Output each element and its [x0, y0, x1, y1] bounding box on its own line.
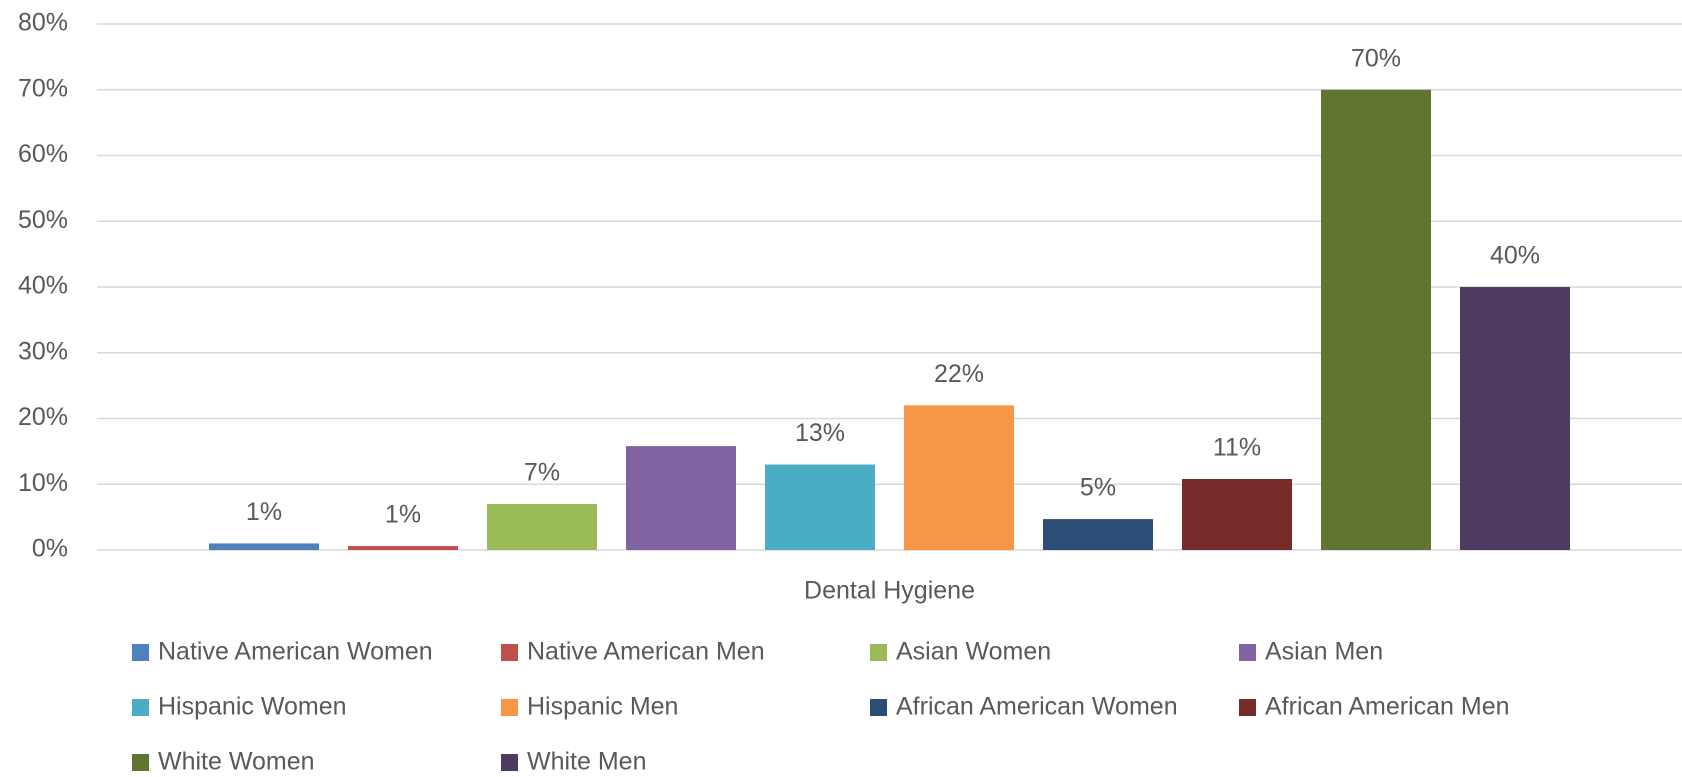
legend-swatch [501, 644, 518, 661]
legend-label: Hispanic Women [158, 693, 347, 721]
legend-label: African American Women [896, 693, 1178, 721]
data-label: 7% [524, 459, 560, 487]
bar [1460, 287, 1570, 550]
y-tick-label: 60% [18, 140, 68, 168]
y-tick-label: 20% [18, 403, 68, 431]
y-tick-label: 10% [18, 469, 68, 497]
legend-label: Native American Men [527, 638, 765, 666]
x-tick-label: Dental Hygiene [804, 577, 975, 605]
legend-swatch [132, 699, 149, 716]
data-label: 1% [385, 501, 421, 529]
bar [904, 405, 1014, 550]
legend-swatch [132, 754, 149, 771]
legend-label: Asian Men [1265, 638, 1383, 666]
data-label: 40% [1490, 242, 1540, 270]
bar [1043, 519, 1153, 550]
data-label: 5% [1080, 474, 1116, 502]
data-label: 22% [934, 360, 984, 388]
bar [1182, 478, 1292, 550]
legend-label: African American Men [1265, 693, 1510, 721]
data-label: 70% [1351, 44, 1401, 72]
bar [487, 503, 597, 550]
bar [209, 543, 319, 550]
bar [765, 464, 875, 550]
legend-label: Native American Women [158, 638, 433, 666]
y-tick-label: 70% [18, 74, 68, 102]
legend-label: White Women [158, 748, 315, 776]
bar [1321, 89, 1431, 550]
legend-swatch [501, 699, 518, 716]
bar [626, 446, 736, 550]
data-label: 1% [246, 498, 282, 526]
y-tick-label: 50% [18, 206, 68, 234]
y-tick-label: 30% [18, 337, 68, 365]
legend-label: Asian Women [896, 638, 1051, 666]
y-tick-label: 40% [18, 272, 68, 300]
data-label: 13% [795, 419, 845, 447]
data-label: 11% [1213, 434, 1261, 462]
legend-swatch [132, 644, 149, 661]
y-tick-label: 0% [32, 535, 68, 563]
legend-swatch [870, 644, 887, 661]
legend-label: Hispanic Men [527, 693, 678, 721]
legend-label: White Men [527, 748, 646, 776]
legend-swatch [1239, 644, 1256, 661]
bar [348, 546, 458, 550]
y-tick-label: 80% [18, 9, 68, 37]
legend-swatch [870, 699, 887, 716]
legend-swatch [1239, 699, 1256, 716]
legend-swatch [501, 754, 518, 771]
